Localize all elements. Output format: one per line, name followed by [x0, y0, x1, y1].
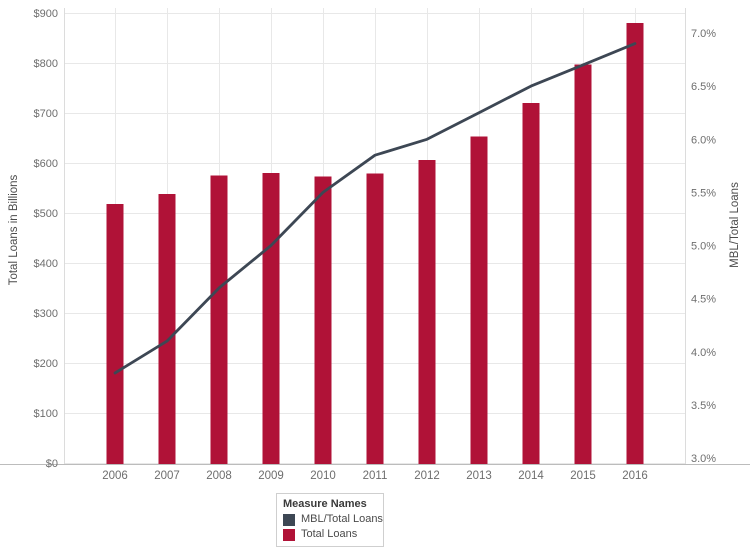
x-axis-year-label: 2012	[414, 470, 440, 482]
total-loans-bar-2014[interactable]	[522, 103, 540, 464]
x-axis-year-label: 2007	[154, 470, 180, 482]
left-axis-tick-label: $100	[34, 408, 58, 420]
left-axis-tick-label: $900	[34, 8, 58, 20]
right-axis-tick-label: 6.5%	[691, 81, 716, 93]
total-loans-bar-2009[interactable]	[262, 173, 280, 464]
right-axis-tick-label: 6.0%	[691, 134, 716, 146]
right-axis-tick-label: 3.5%	[691, 400, 716, 412]
left-axis-tick-label: $400	[34, 258, 58, 270]
right-axis-title: MBL/Total Loans	[729, 182, 741, 268]
left-axis-tick-label: $800	[34, 58, 58, 70]
left-axis-tick-label: $200	[34, 358, 58, 370]
legend-item-label: MBL/Total Loans	[301, 513, 383, 525]
right-axis-tick-label: 7.0%	[691, 28, 716, 40]
x-axis-year-label: 2009	[258, 470, 284, 482]
right-axis-tick-label: 4.0%	[691, 347, 716, 359]
legend-title: Measure Names	[283, 498, 367, 510]
right-axis-tick-label: 5.5%	[691, 187, 716, 199]
legend-item-label: Total Loans	[301, 528, 358, 540]
x-axis-year-label: 2013	[466, 470, 492, 482]
x-axis-year-label: 2010	[310, 470, 336, 482]
x-axis-year-label: 2011	[363, 470, 388, 482]
right-axis-tick-label: 3.0%	[691, 453, 716, 465]
x-axis-year-label: 2006	[102, 470, 128, 482]
right-axis-tick-label: 4.5%	[691, 294, 716, 306]
total-loans-bar-2011[interactable]	[366, 173, 384, 465]
left-axis-tick-label: $700	[34, 108, 58, 120]
total-loans-bar-2008[interactable]	[210, 175, 228, 465]
total-loans-bar-2016[interactable]	[626, 23, 644, 464]
x-axis-year-label: 2015	[570, 470, 596, 482]
left-axis-tick-label: $600	[34, 158, 58, 170]
mbl-ratio-line[interactable]	[113, 42, 637, 375]
x-axis-year-label: 2016	[622, 470, 648, 482]
left-axis-title: Total Loans in Billions	[8, 174, 20, 286]
total-loans-bar-2015[interactable]	[574, 64, 592, 465]
total-loans-bar-2010[interactable]	[314, 176, 332, 465]
left-axis-tick-label: $0	[46, 458, 58, 470]
x-axis-year-label: 2014	[518, 470, 544, 482]
total-loans-bar-2012[interactable]	[418, 160, 436, 464]
x-axis-year-label: 2008	[206, 470, 232, 482]
legend-item-total-loans[interactable]: Total Loans	[283, 527, 377, 542]
total-loans-bar-swatch	[283, 528, 295, 541]
right-axis-tick-label: 5.0%	[691, 241, 716, 253]
left-axis-tick-label: $300	[34, 308, 58, 320]
left-axis-tick-label: $500	[34, 208, 58, 220]
legend: Measure Names MBL/Total Loans Total Loan…	[276, 493, 384, 547]
mbl-line-swatch	[283, 513, 295, 526]
total-loans-bar-2006[interactable]	[106, 204, 124, 464]
total-loans-bar-2007[interactable]	[158, 194, 176, 464]
legend-item-mbl-total-loans[interactable]: MBL/Total Loans	[283, 512, 383, 527]
total-loans-bar-2013[interactable]	[470, 136, 488, 465]
